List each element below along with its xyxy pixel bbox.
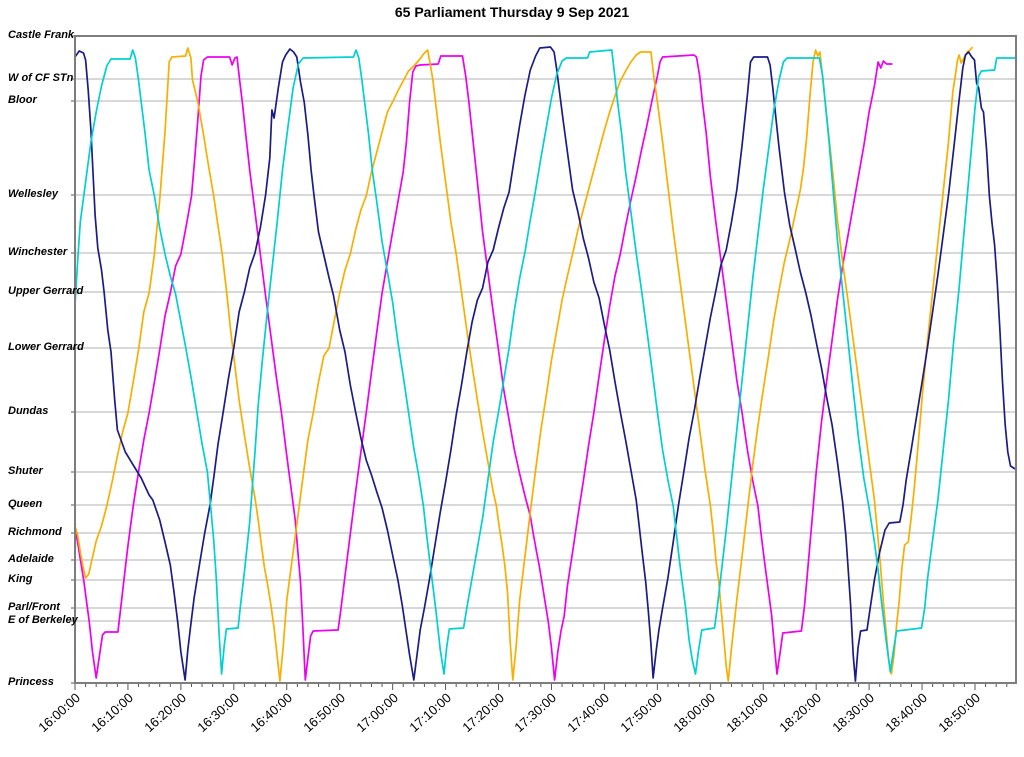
series-line-bus-navy bbox=[75, 46, 1016, 682]
y-axis-stop-label: Princess bbox=[8, 676, 54, 688]
y-axis-stop-label: W of CF STn bbox=[8, 72, 74, 84]
y-axis-stop-label: Shuter bbox=[8, 465, 43, 477]
y-axis-stop-label: Castle Frank bbox=[8, 29, 75, 41]
series-line-bus-magenta bbox=[75, 54, 893, 681]
plot-border bbox=[74, 35, 1017, 684]
y-axis-stop-label: Richmond bbox=[8, 526, 62, 538]
y-axis-stop-label: Wellesley bbox=[8, 188, 58, 200]
y-axis-stop-label: Parl/Front bbox=[8, 601, 60, 613]
y-axis-stop-label: Queen bbox=[8, 498, 43, 510]
y-axis-stop-label: Bloor bbox=[8, 94, 37, 106]
y-axis-stop-label: Upper Gerrard bbox=[8, 285, 84, 297]
y-axis-stop-label: Adelaide bbox=[8, 553, 54, 565]
series-line-bus-cyan bbox=[75, 49, 1016, 675]
y-axis-stop-label: E of Berkeley bbox=[8, 614, 78, 626]
y-axis-stop-label: Winchester bbox=[8, 246, 68, 258]
series-group bbox=[75, 46, 1016, 682]
series-line-bus-orange bbox=[75, 46, 974, 682]
y-axis-stop-label: Dundas bbox=[8, 405, 49, 417]
y-axis-stop-label: Lower Gerrard bbox=[8, 341, 84, 353]
chart-title: 65 Parliament Thursday 9 Sep 2021 bbox=[394, 4, 630, 20]
y-axis-stop-label: King bbox=[8, 573, 33, 585]
